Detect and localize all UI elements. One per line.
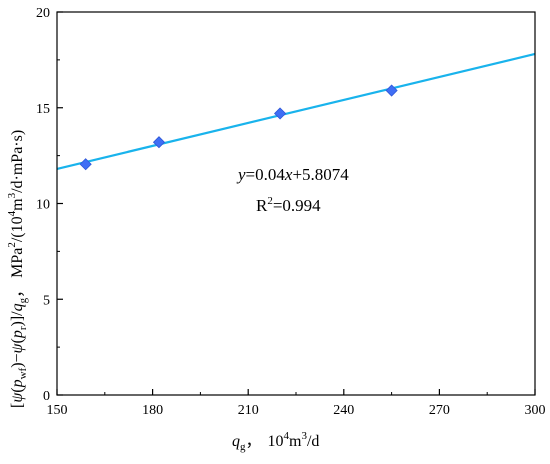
- x-tick-label: 300: [525, 403, 546, 418]
- y-tick-label: 20: [36, 6, 50, 21]
- y-axis-title: [ψ(pwf)−ψ(pr)]/qg， MPa2/(104m3/d·mPa·s): [6, 130, 29, 408]
- y-tick-label: 10: [36, 198, 50, 213]
- data-point: [152, 136, 166, 149]
- r-squared-label: R2=0.994: [256, 195, 321, 215]
- data-point: [79, 158, 92, 171]
- x-tick-label: 210: [238, 403, 259, 418]
- regression-equation: y=0.04x+5.8074: [236, 165, 349, 184]
- y-tick-label: 0: [43, 389, 50, 404]
- axes: 150 180 210 240 270 300 0 5 10 15 20: [36, 6, 546, 418]
- x-tick-label: 180: [142, 403, 163, 418]
- x-axis-title: qg， 104m3/d: [232, 430, 319, 453]
- plot-area: [56, 52, 536, 171]
- data-point: [274, 107, 287, 120]
- y-tick-label: 5: [43, 293, 50, 308]
- data-point: [385, 84, 398, 97]
- x-tick-label: 240: [333, 403, 354, 418]
- y-tick-label: 15: [36, 102, 50, 117]
- x-tick-label: 270: [429, 403, 450, 418]
- x-tick-label: 150: [47, 403, 68, 418]
- regression-line: [56, 52, 536, 170]
